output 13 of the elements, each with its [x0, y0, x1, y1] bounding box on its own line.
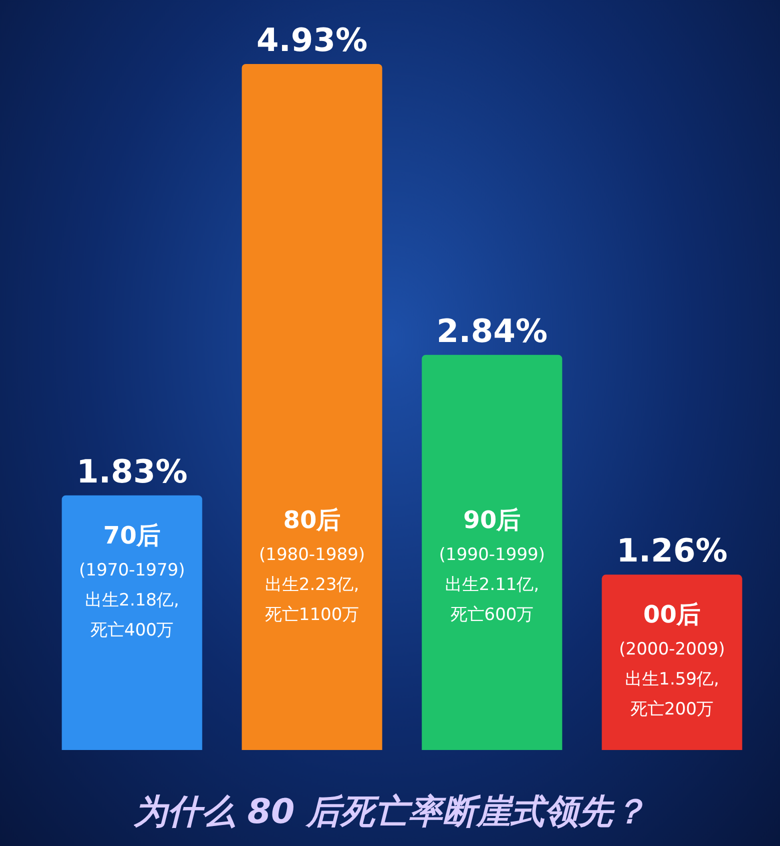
data-label: 4.93% [256, 21, 368, 59]
data-label: 1.26% [616, 532, 728, 570]
text: 为什么 80 后死亡率断崖式领先？ [134, 792, 646, 832]
x-tick-label: 80后 [283, 506, 341, 534]
data-label: 1.83% [76, 452, 188, 490]
annotation: (2000-2009) 出生1.59亿, 死亡200万 [619, 640, 725, 720]
x-tick-label: 70后 [103, 521, 161, 550]
x-tick-label: 90后 [463, 506, 521, 534]
annotation: (1970-1979) 出生2.18亿, 死亡400万 [79, 560, 185, 640]
data-label: 2.84% [436, 312, 548, 350]
annotation: (1980-1989) 出生2.23亿, 死亡1100万 [259, 545, 365, 625]
x-tick-label: 00后 [643, 600, 701, 629]
annotation: (1990-1999) 出生2.11亿, 死亡600万 [439, 545, 545, 625]
